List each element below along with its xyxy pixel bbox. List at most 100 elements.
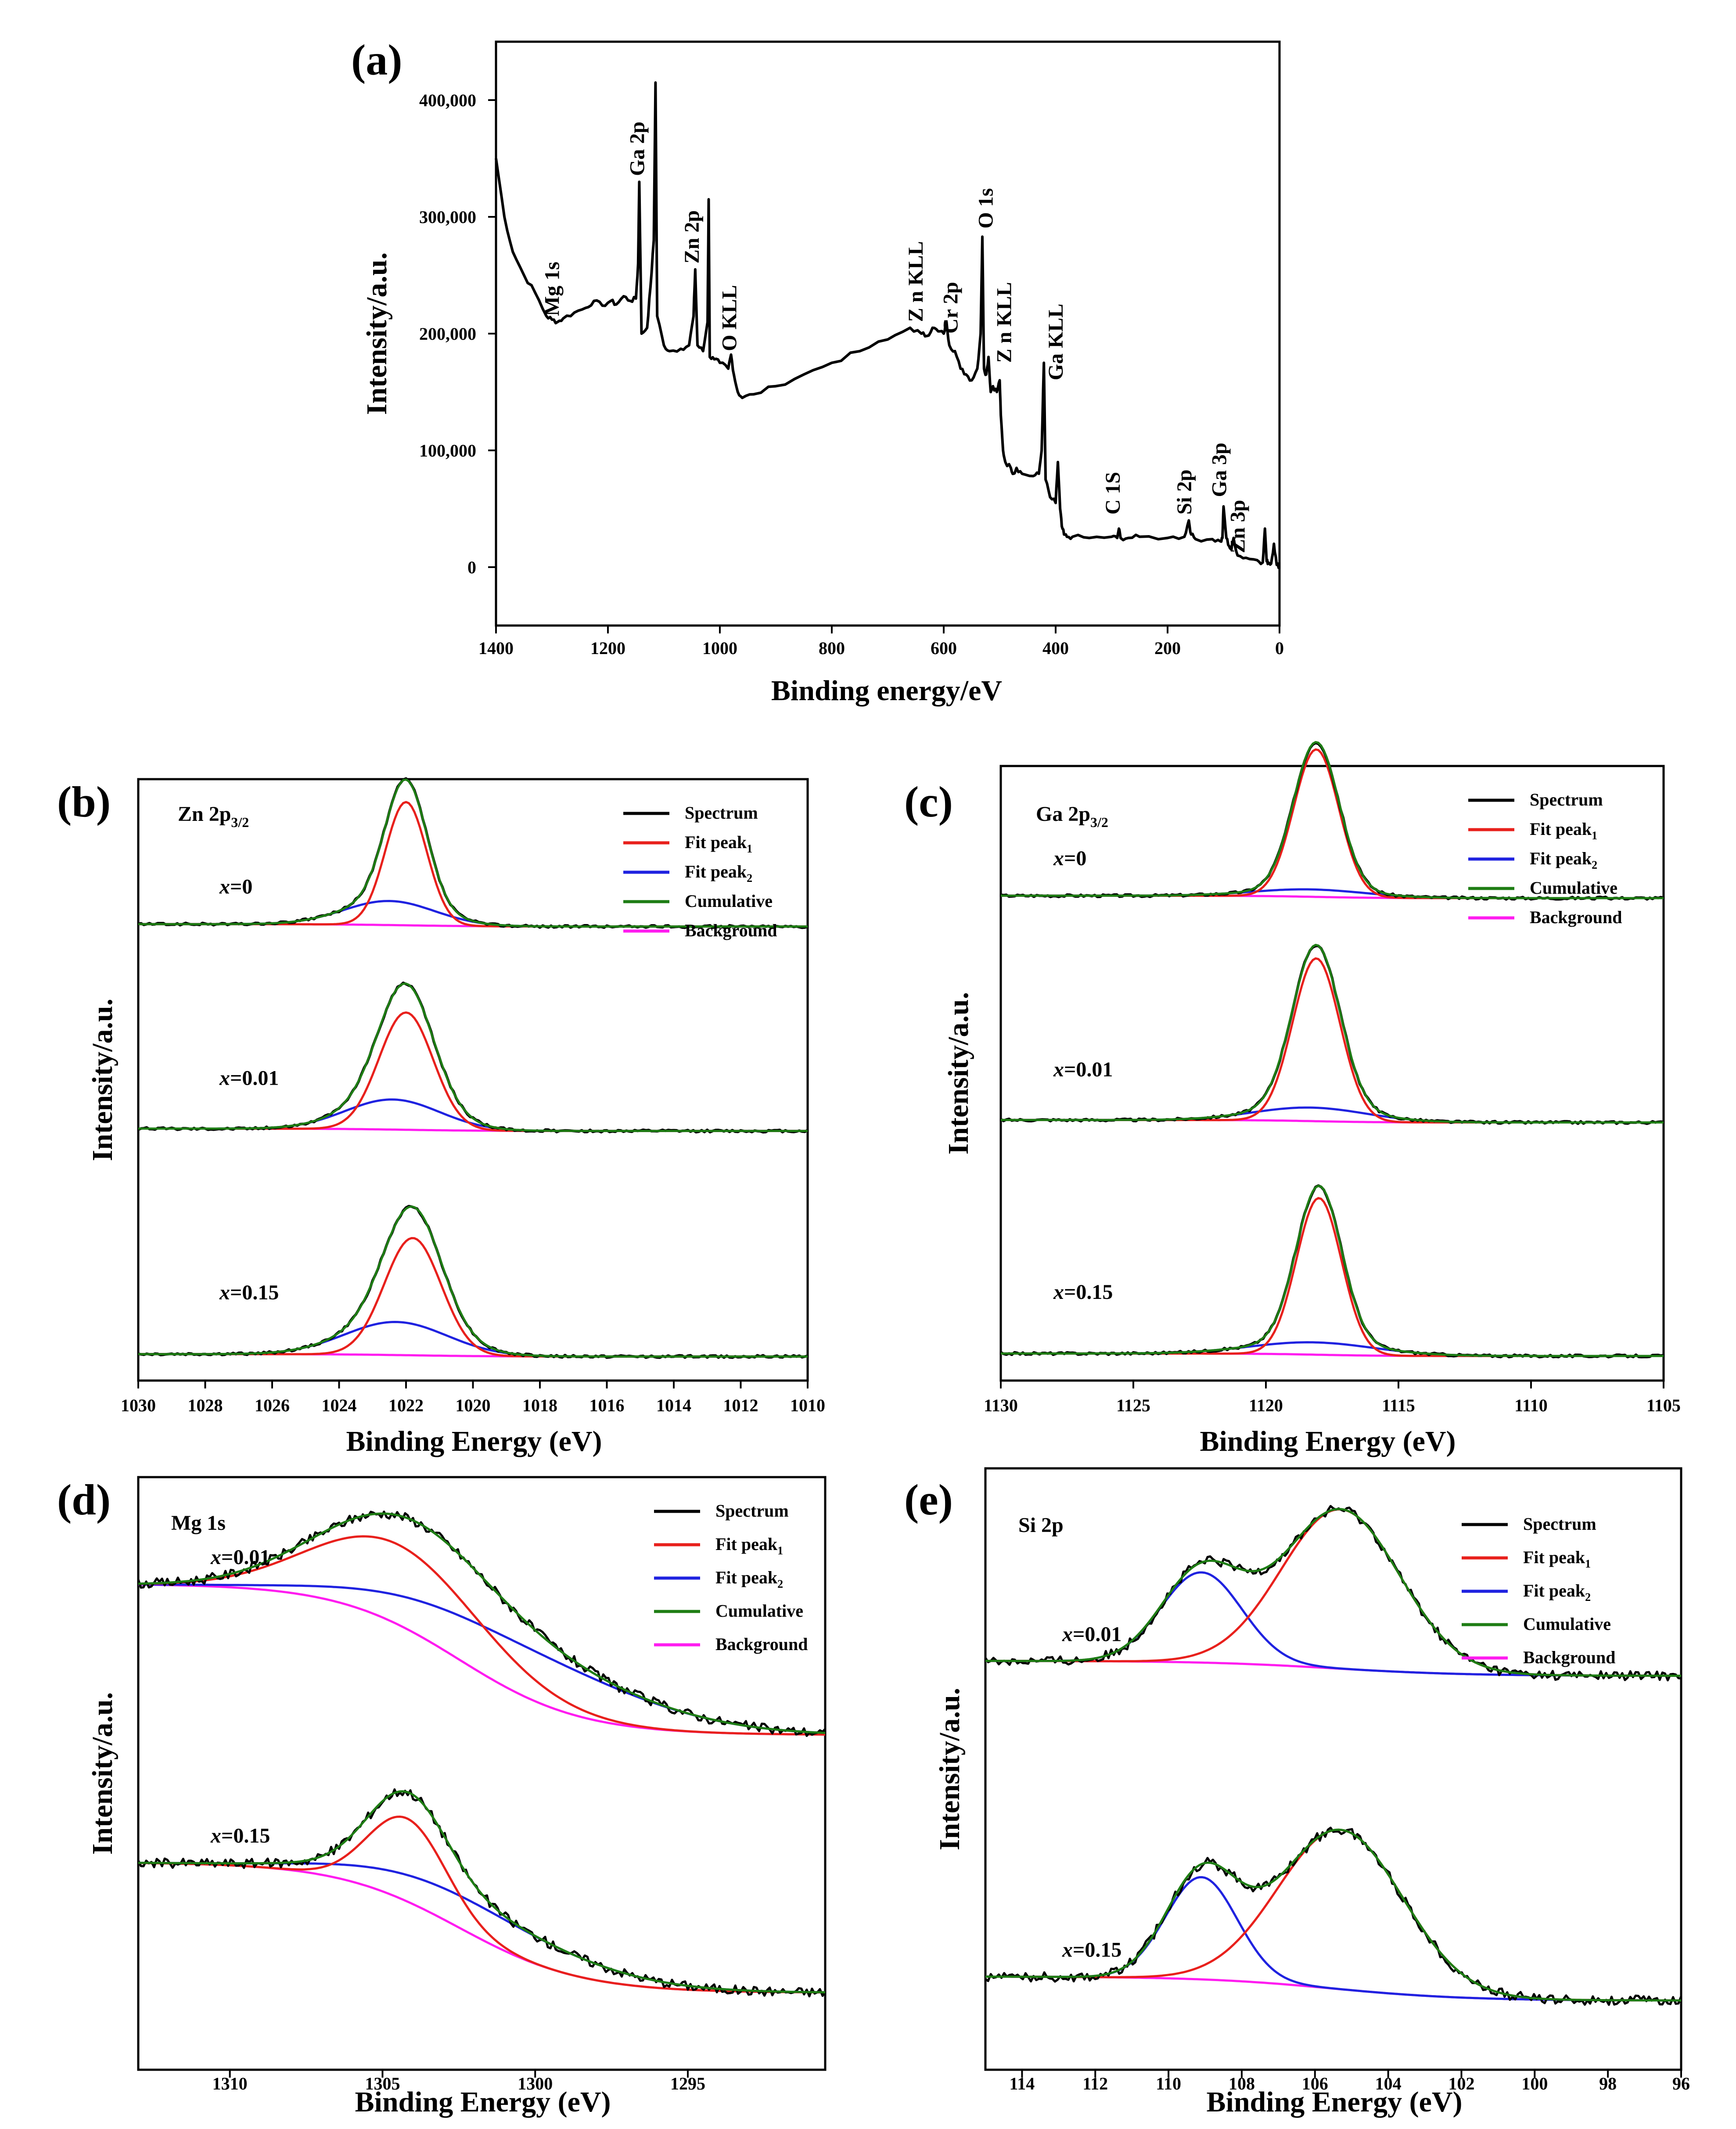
y-tick-label: 200,000	[419, 324, 476, 344]
x-tick-label: 108	[1229, 2074, 1255, 2093]
x-tick-label: 110	[1156, 2074, 1181, 2093]
panel-title: Zn 2p3/2	[178, 802, 249, 830]
legend-entry: Fit peak1	[1523, 1547, 1591, 1570]
x-tick-label: 1020	[456, 1395, 491, 1415]
trace-label: x=0.01	[1062, 1622, 1121, 1646]
peak-annotation: Si 2p	[1173, 470, 1196, 515]
peak-annotation: Ga 3p	[1208, 442, 1231, 497]
panel-title: Si 2p	[1018, 1514, 1064, 1537]
peak-annotation: C 1S	[1101, 472, 1125, 514]
legend-entry: Spectrum	[1523, 1514, 1596, 1534]
x-tick-label: 1024	[322, 1395, 357, 1415]
peak-annotation: Ga KLL	[1044, 304, 1067, 381]
spectrum-line	[984, 1505, 1682, 1682]
panel-label: (a)	[351, 36, 403, 84]
legend: Spectrum Fit peak1 Fit peak2 Cumulative Back…	[1462, 1514, 1615, 1667]
y-axis-label: Intensity/a.u.	[86, 1692, 119, 1855]
cumulative-line	[1001, 1184, 1664, 1357]
x-tick-label: 1014	[656, 1395, 691, 1415]
trace-label: x=0.15	[210, 1824, 270, 1848]
trace-label: x=0	[1053, 847, 1086, 870]
trace-label: x=0	[219, 875, 252, 899]
cumulative-line	[1001, 944, 1664, 1124]
y-axis-label: Intensity/a.u.	[942, 992, 974, 1154]
x-tick-label: 200	[1154, 638, 1181, 658]
x-tick-label: 1400	[478, 638, 514, 658]
legend-entry: Background	[1530, 907, 1622, 927]
peak-annotation: Zn 3p	[1226, 500, 1249, 553]
x-tick-label: 600	[931, 638, 957, 658]
y-axis-label: Intensity/a.u.	[361, 252, 393, 415]
cumulative-line	[138, 778, 808, 928]
x-axis-label: Binding energy/eV	[771, 675, 1002, 707]
x-tick-label: 112	[1082, 2074, 1108, 2093]
survey-spectrum-line	[495, 81, 1281, 569]
x-tick-label: 96	[1672, 2074, 1690, 2093]
x-tick-label: 1130	[984, 1395, 1018, 1415]
cumulative-line	[138, 1205, 808, 1358]
x-tick-label: 800	[819, 638, 845, 658]
legend-entry: Background	[685, 921, 777, 940]
legend-entry: Fit peak2	[715, 1568, 783, 1590]
cumulative-line	[985, 1508, 1681, 1677]
x-axis-label: Binding Energy (eV)	[1206, 2086, 1462, 2118]
x-tick-label: 1120	[1249, 1395, 1283, 1415]
peak-annotation: O 1s	[974, 188, 998, 229]
legend-entry: Fit peak1	[715, 1534, 783, 1557]
panel-label: (d)	[57, 1475, 111, 1524]
trace-label: x=0.15	[1053, 1280, 1113, 1304]
trace-label: x=0.01	[210, 1546, 270, 1569]
y-tick-label: 300,000	[419, 207, 476, 227]
x-tick-label: 1016	[589, 1395, 625, 1415]
cumulative-line	[138, 1512, 826, 1734]
legend-entry: Cumulative	[715, 1601, 803, 1621]
plot-frame-d	[137, 1476, 827, 2071]
x-tick-label: 1125	[1116, 1395, 1150, 1415]
x-tick-label: 100	[1521, 2074, 1548, 2093]
panel-title: Ga 2p3/2	[1036, 802, 1108, 830]
spectrum-line	[1000, 944, 1664, 1125]
x-tick-label: 1012	[723, 1395, 758, 1415]
y-tick-label: 100,000	[419, 441, 476, 460]
plot-frame-e	[984, 1467, 1682, 2071]
legend-entry: Spectrum	[685, 803, 758, 823]
panel-label: (c)	[904, 777, 953, 826]
x-tick-label: 102	[1448, 2074, 1474, 2093]
legend-entry: Fit peak2	[1523, 1581, 1591, 1604]
cumulative-line	[985, 1828, 1681, 2002]
legend-entry: Spectrum	[1530, 790, 1603, 809]
y-tick-label: 0	[467, 557, 476, 577]
x-tick-label: 1000	[702, 638, 737, 658]
x-tick-label: 1026	[255, 1395, 290, 1415]
legend: Spectrum Fit peak1 Fit peak2 Cumulative Back…	[623, 803, 777, 940]
x-tick-label: 1022	[388, 1395, 424, 1415]
legend-entry: Fit peak2	[685, 862, 752, 885]
x-tick-label: 1018	[522, 1395, 557, 1415]
spectrum-line	[985, 1827, 1682, 2006]
fit-peak-1-line	[1001, 1197, 1664, 1357]
x-tick-label: 1105	[1646, 1395, 1681, 1415]
x-tick-label: 106	[1302, 2074, 1328, 2093]
x-tick-label: 1028	[188, 1395, 223, 1415]
x-tick-label: 1200	[590, 638, 625, 658]
panel-title: Mg 1s	[171, 1511, 226, 1535]
legend-entry: Fit peak1	[1530, 819, 1597, 842]
trace-label: x=0.01	[219, 1066, 279, 1090]
y-tick-label: 400,000	[419, 90, 476, 110]
peak-annotation: Zn 2p	[680, 210, 704, 263]
cumulative-line	[1001, 741, 1664, 899]
legend-entry: Background	[1523, 1647, 1615, 1667]
trace-label: x=0.01	[1053, 1058, 1113, 1081]
cumulative-line	[138, 982, 808, 1132]
legend-entry: Cumulative	[1523, 1614, 1611, 1634]
x-tick-label: 1300	[518, 2074, 553, 2093]
peak-annotation: Cr 2p	[939, 282, 962, 334]
spectrum-line	[137, 982, 809, 1134]
fit-peak-2-line	[138, 1321, 808, 1358]
x-tick-label: 0	[1275, 638, 1284, 658]
trace-label: x=0.15	[219, 1281, 279, 1304]
plot-frame-c	[999, 765, 1665, 1382]
legend-entry: Cumulative	[1530, 878, 1617, 898]
panel-label: (e)	[904, 1475, 953, 1524]
